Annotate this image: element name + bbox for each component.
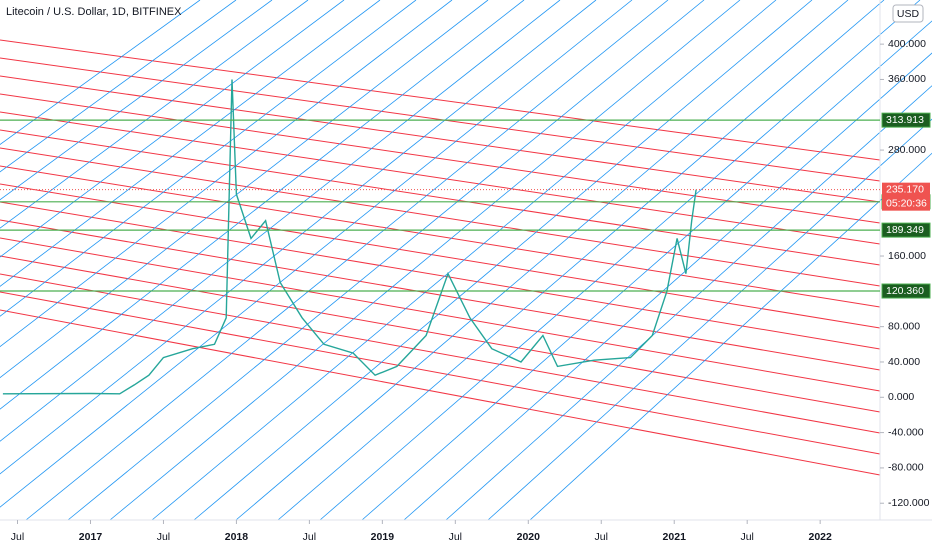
blue-trend-line <box>277 0 885 521</box>
blue-trend-line <box>0 0 273 201</box>
level-badge <box>881 222 931 238</box>
level-label: 313.913 <box>886 114 924 126</box>
x-tick-label: 2021 <box>663 531 687 543</box>
current-price-badge <box>882 182 930 211</box>
currency-badge[interactable] <box>892 4 924 23</box>
red-trend-line <box>0 273 881 434</box>
blue-trend-line <box>0 0 381 287</box>
blue-trend-line <box>0 0 309 229</box>
x-tick-label: Jul <box>303 531 316 543</box>
x-tick-label: 2019 <box>371 531 395 543</box>
x-tick-label: 2020 <box>517 531 541 543</box>
level-badge <box>881 112 931 128</box>
trend-lines <box>0 0 932 521</box>
red-trend-line <box>0 183 881 329</box>
blue-trend-line <box>193 0 813 521</box>
y-tick-label: 280.000 <box>888 144 926 156</box>
y-tick-label: 80.000 <box>888 320 920 332</box>
blue-trend-line <box>0 0 345 258</box>
blue-trend-line <box>0 0 633 508</box>
blue-trend-line <box>0 0 453 348</box>
x-tick-label: Jul <box>11 531 24 543</box>
current-price-label: 235.170 <box>886 183 924 195</box>
blue-trend-line <box>487 118 932 521</box>
countdown-label: 05:20:36 <box>886 197 927 209</box>
blue-trend-line <box>151 0 777 521</box>
y-tick-label: 40.000 <box>888 356 920 368</box>
x-tick-label: Jul <box>595 531 608 543</box>
blue-trend-line <box>67 0 705 521</box>
blue-trend-line <box>0 0 417 317</box>
blue-trend-line <box>0 0 237 173</box>
currency-label: USD <box>897 8 920 20</box>
y-tick-label: 400.000 <box>888 38 926 50</box>
blue-trend-line <box>0 0 201 145</box>
blue-trend-line <box>0 0 597 475</box>
y-tick-label: -80.000 <box>888 462 924 474</box>
level-badge <box>881 283 931 299</box>
x-tick-label: 2017 <box>79 531 103 543</box>
red-trend-line <box>0 309 881 476</box>
blue-trend-line <box>25 0 669 521</box>
red-trend-line <box>0 111 881 245</box>
level-label: 189.349 <box>886 224 924 236</box>
blue-trend-line <box>235 0 849 521</box>
red-trend-line <box>0 291 881 455</box>
red-trend-line <box>0 201 881 350</box>
blue-trend-line <box>0 0 561 442</box>
x-tick-label: Jul <box>449 531 462 543</box>
y-tick-label: 160.000 <box>888 250 926 262</box>
y-tick-label: -120.000 <box>888 497 930 509</box>
blue-trend-line <box>361 20 932 521</box>
red-trend-line <box>0 57 881 182</box>
x-tick-label: Jul <box>157 531 170 543</box>
red-trend-line <box>0 165 881 308</box>
red-trend-line <box>0 255 881 413</box>
level-label: 120.360 <box>886 285 924 297</box>
blue-trend-line <box>0 0 489 379</box>
price-line <box>2 79 697 395</box>
y-tick-label: 0.000 <box>888 391 914 403</box>
y-tick-label: -40.000 <box>888 426 924 438</box>
x-tick-label: Jul <box>740 531 753 543</box>
red-trend-line <box>0 129 881 266</box>
blue-trend-line <box>109 0 741 521</box>
x-tick-label: 2018 <box>225 531 249 543</box>
red-trend-line <box>0 75 881 203</box>
blue-trend-line <box>529 152 932 521</box>
blue-trend-line <box>0 0 525 410</box>
x-tick-label: 2022 <box>808 531 832 543</box>
blue-trend-line <box>319 0 921 521</box>
chart-title: Litecoin / U.S. Dollar, 1D, BITFINEX <box>6 6 182 18</box>
red-trend-line <box>0 39 881 161</box>
red-trend-line <box>0 237 881 392</box>
y-tick-label: 360.000 <box>888 73 926 85</box>
blue-trend-line <box>445 85 932 521</box>
blue-trend-line <box>403 52 932 521</box>
